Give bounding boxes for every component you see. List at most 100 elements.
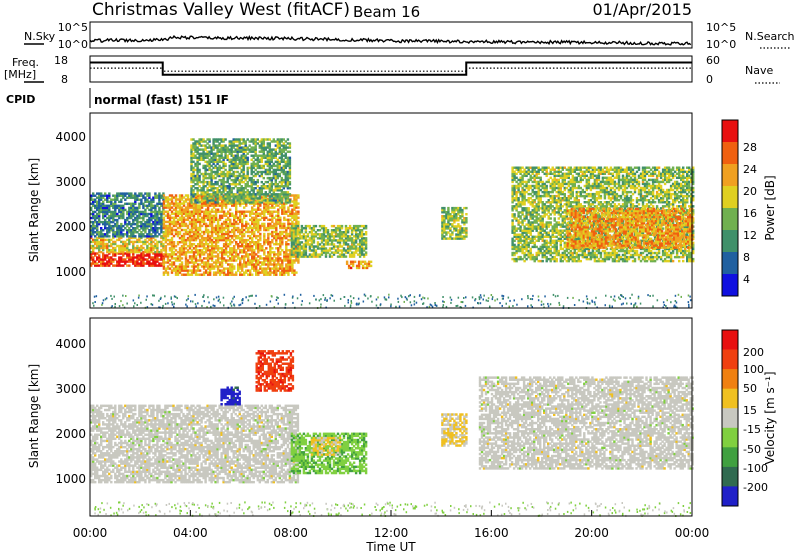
heat-cell	[218, 204, 222, 207]
heat-cell	[279, 206, 282, 209]
heat-cell	[114, 194, 117, 197]
heat-cell	[241, 255, 244, 258]
heat-cell	[289, 232, 292, 236]
heat-cell	[104, 218, 107, 222]
heat-cell	[96, 258, 99, 261]
heat-cell	[192, 263, 196, 266]
heat-cell	[271, 230, 274, 234]
heat-cell	[233, 255, 236, 258]
heat-cell	[208, 234, 212, 238]
heat-cell	[96, 206, 99, 210]
heat-cell	[160, 252, 163, 255]
heat-cell	[216, 204, 220, 207]
heat-cell	[210, 220, 214, 224]
heat-cell	[172, 218, 176, 222]
heat-cell	[263, 204, 266, 207]
heat-cell	[269, 255, 272, 258]
heat-cell	[106, 246, 109, 250]
heat-cell	[90, 258, 93, 261]
heat-cell	[229, 218, 232, 222]
heat-cell	[263, 228, 266, 232]
heat-cell	[259, 257, 262, 260]
heat-cell	[154, 220, 157, 224]
heat-cell	[263, 243, 266, 246]
heat-cell	[279, 230, 282, 234]
heat-cell	[267, 271, 270, 274]
heat-cell	[128, 258, 131, 261]
heat-cell	[204, 224, 208, 228]
power-data	[90, 138, 695, 310]
heat-cell	[283, 255, 286, 258]
heat-cell	[200, 216, 204, 220]
heat-cell	[172, 196, 176, 199]
heat-cell	[146, 204, 149, 208]
heat-cell	[148, 192, 151, 195]
heat-cell	[216, 269, 220, 272]
heat-cell	[222, 210, 226, 213]
heat-cell	[285, 259, 288, 262]
heat-cell	[295, 216, 298, 220]
heat-cell	[204, 241, 208, 244]
heat-cell	[158, 196, 161, 199]
heat-cell	[291, 208, 294, 211]
heat-cell	[237, 265, 240, 268]
heat-cell	[245, 220, 248, 224]
heat-cell	[162, 212, 166, 215]
heat-cell	[172, 269, 176, 272]
heat-cell	[194, 222, 198, 226]
heat-cell	[239, 251, 242, 254]
heat-cell	[253, 263, 256, 266]
heat-cell	[108, 208, 111, 212]
heat-cell	[190, 251, 194, 254]
heat-cell	[188, 222, 192, 226]
heat-cell	[277, 255, 280, 258]
heat-cell	[258, 195, 262, 198]
heat-cell	[96, 202, 99, 206]
heat-cell	[174, 208, 178, 211]
heat-cell	[182, 228, 186, 232]
heat-cell	[168, 208, 172, 211]
heat-cell	[138, 233, 141, 236]
heat-cell	[222, 257, 226, 260]
heat-cell	[210, 245, 214, 248]
heat-cell	[176, 259, 180, 262]
heat-cell	[112, 235, 115, 238]
heat-cell	[134, 231, 137, 234]
heat-cell	[188, 236, 192, 240]
heat-cell	[253, 234, 256, 238]
heat-cell	[174, 204, 178, 207]
heat-cell	[108, 227, 111, 230]
heat-cell	[140, 235, 143, 238]
heat-cell	[194, 176, 197, 180]
heat-cell	[267, 263, 270, 266]
heat-cell	[281, 265, 284, 268]
heat-cell	[222, 176, 225, 180]
heat-cell	[168, 241, 172, 244]
heat-cell	[529, 249, 532, 253]
heat-cell	[122, 235, 125, 238]
heat-cell	[229, 222, 232, 226]
heat-cell	[220, 214, 224, 218]
heat-cell	[172, 220, 176, 224]
heat-cell	[94, 242, 97, 246]
heat-cell	[279, 257, 282, 260]
heat-cell	[513, 213, 516, 216]
heat-cell	[233, 204, 236, 207]
heat-cell	[216, 247, 220, 250]
heat-cell	[263, 269, 266, 272]
heat-cell	[138, 262, 141, 265]
heat-cell	[156, 240, 159, 244]
heat-cell	[170, 226, 174, 230]
heat-cell	[166, 234, 170, 238]
heat-cell	[281, 232, 284, 236]
heat-cell	[178, 194, 182, 197]
heat-cell	[112, 242, 115, 246]
heat-cell	[184, 200, 188, 203]
heat-cell	[154, 206, 157, 210]
heat-cell	[208, 218, 212, 222]
heat-cell	[229, 238, 232, 242]
heat-cell	[112, 218, 115, 222]
heat-cell	[279, 218, 282, 222]
heat-cell	[108, 192, 111, 195]
heat-cell	[287, 257, 290, 260]
